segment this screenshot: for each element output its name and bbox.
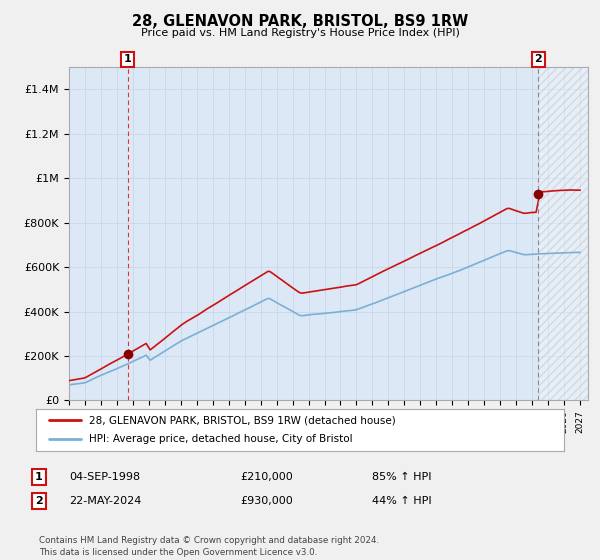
Bar [538,67,588,400]
Text: 2: 2 [35,496,43,506]
Text: 28, GLENAVON PARK, BRISTOL, BS9 1RW (detached house): 28, GLENAVON PARK, BRISTOL, BS9 1RW (det… [89,415,395,425]
Text: 1: 1 [124,54,131,64]
Text: 1: 1 [35,472,43,482]
Text: 04-SEP-1998: 04-SEP-1998 [69,472,140,482]
Text: 22-MAY-2024: 22-MAY-2024 [69,496,142,506]
Text: 28, GLENAVON PARK, BRISTOL, BS9 1RW: 28, GLENAVON PARK, BRISTOL, BS9 1RW [132,14,468,29]
Text: 85% ↑ HPI: 85% ↑ HPI [372,472,431,482]
Text: HPI: Average price, detached house, City of Bristol: HPI: Average price, detached house, City… [89,435,352,445]
Text: £210,000: £210,000 [240,472,293,482]
Text: 44% ↑ HPI: 44% ↑ HPI [372,496,431,506]
Text: 2: 2 [535,54,542,64]
Text: Price paid vs. HM Land Registry's House Price Index (HPI): Price paid vs. HM Land Registry's House … [140,28,460,38]
Text: £930,000: £930,000 [240,496,293,506]
Text: Contains HM Land Registry data © Crown copyright and database right 2024.
This d: Contains HM Land Registry data © Crown c… [39,536,379,557]
